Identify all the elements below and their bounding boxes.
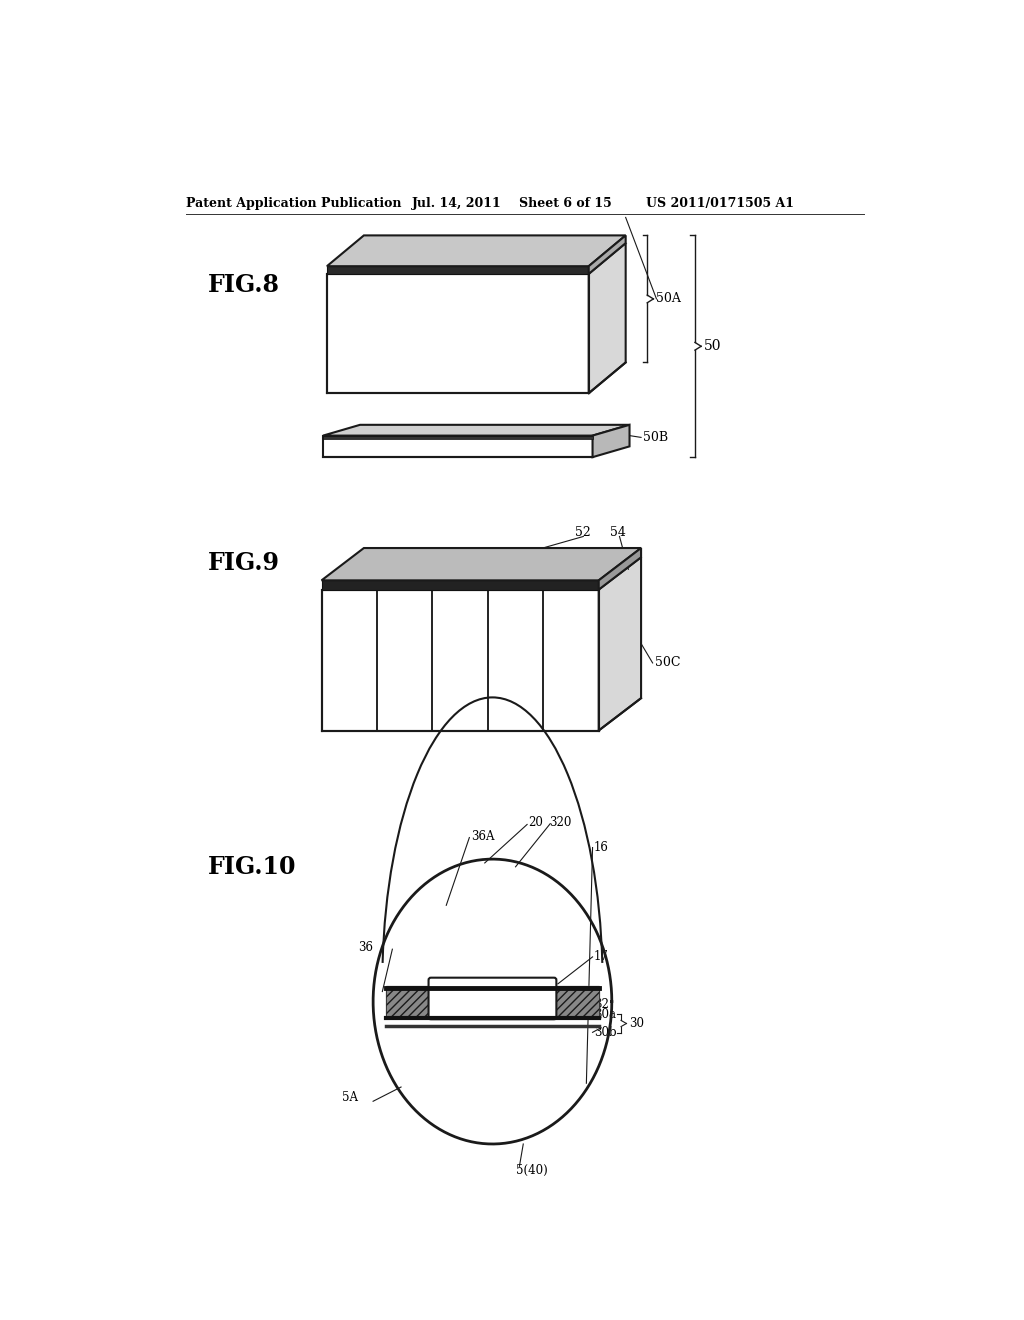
FancyBboxPatch shape: [429, 978, 556, 1019]
Text: 30b: 30b: [594, 1026, 616, 1039]
Polygon shape: [323, 436, 593, 438]
Text: US 2011/0171505 A1: US 2011/0171505 A1: [646, 197, 795, 210]
Text: 16: 16: [594, 841, 609, 854]
Text: 5A: 5A: [342, 1090, 358, 1104]
Text: 30a: 30a: [594, 1008, 616, 1022]
Text: 32: 32: [594, 998, 609, 1011]
Polygon shape: [386, 986, 431, 1016]
Text: Jul. 14, 2011: Jul. 14, 2011: [412, 197, 502, 210]
Polygon shape: [323, 436, 593, 457]
Polygon shape: [589, 243, 626, 393]
Text: 36A: 36A: [471, 829, 495, 842]
Polygon shape: [589, 235, 626, 275]
Text: 50A: 50A: [656, 293, 681, 305]
Text: 17: 17: [594, 950, 609, 964]
Text: 30: 30: [630, 1016, 644, 1030]
Polygon shape: [593, 425, 630, 457]
Polygon shape: [599, 557, 641, 730]
Text: 50: 50: [705, 339, 722, 354]
Polygon shape: [323, 425, 630, 436]
Polygon shape: [322, 581, 599, 590]
Text: 52: 52: [575, 527, 591, 539]
Text: FIG.9: FIG.9: [208, 550, 280, 574]
Text: 54: 54: [610, 527, 626, 539]
Text: Patent Application Publication: Patent Application Publication: [186, 197, 401, 210]
Polygon shape: [554, 986, 599, 1016]
Polygon shape: [599, 548, 641, 590]
Text: FIG.8: FIG.8: [208, 273, 280, 297]
Polygon shape: [327, 235, 626, 267]
Text: 5(40): 5(40): [515, 1164, 547, 1177]
Text: FIG.10: FIG.10: [208, 855, 296, 879]
Text: 50C: 50C: [655, 656, 680, 669]
Polygon shape: [322, 590, 599, 730]
Text: 20: 20: [528, 816, 544, 829]
Text: 36: 36: [357, 941, 373, 954]
Polygon shape: [322, 548, 641, 581]
Text: Sheet 6 of 15: Sheet 6 of 15: [519, 197, 612, 210]
Polygon shape: [327, 275, 589, 393]
Polygon shape: [327, 267, 589, 275]
Text: 320: 320: [549, 816, 571, 829]
Text: 50B: 50B: [643, 430, 668, 444]
